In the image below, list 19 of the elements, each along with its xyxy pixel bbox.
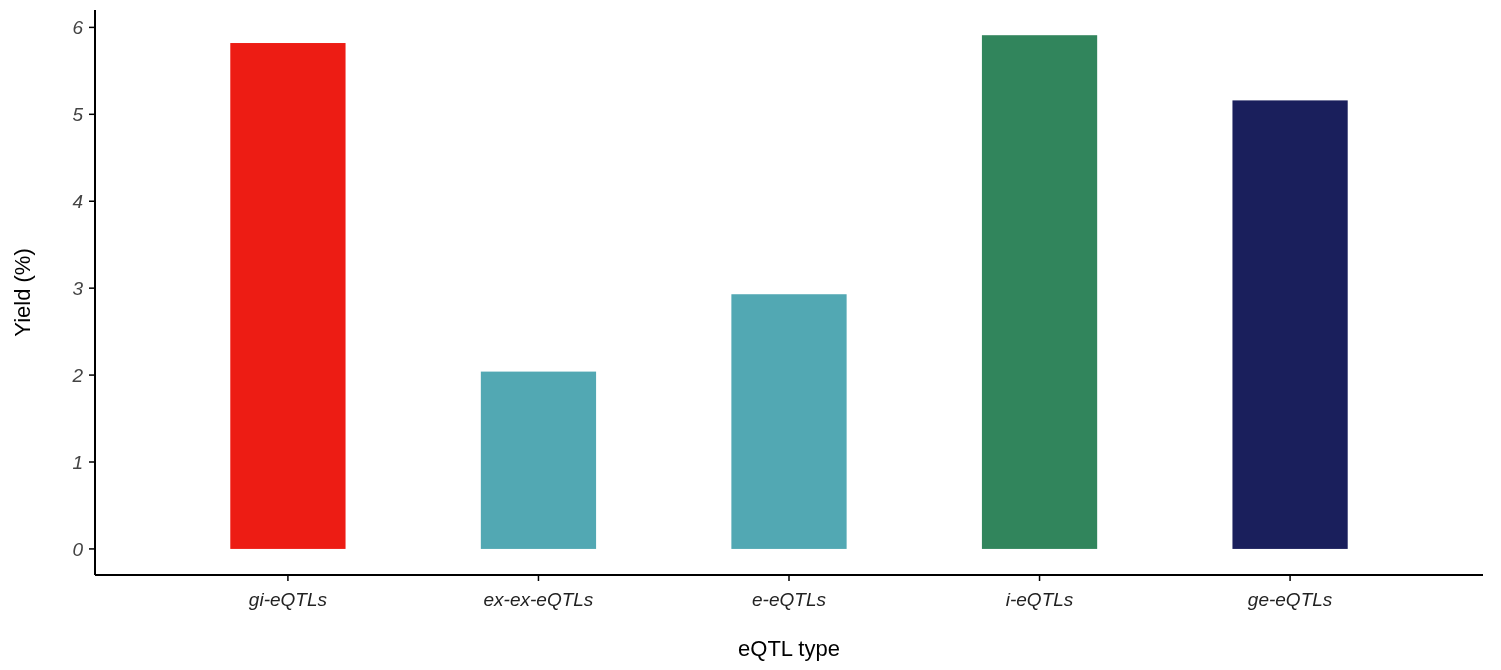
y-tick-label: 4 bbox=[72, 190, 83, 212]
y-tick-label: 0 bbox=[72, 538, 84, 560]
bar bbox=[480, 371, 597, 549]
bar bbox=[981, 35, 1098, 549]
x-tick-label: e-eQTLs bbox=[752, 589, 827, 610]
bar bbox=[1232, 100, 1348, 549]
bar bbox=[230, 43, 346, 549]
y-tick-label: 2 bbox=[71, 364, 84, 386]
y-axis-title: Yield (%) bbox=[10, 248, 35, 337]
x-tick-label: gi-eQTLs bbox=[248, 589, 328, 610]
y-tick-label: 3 bbox=[72, 277, 84, 299]
bar bbox=[731, 294, 847, 549]
y-tick-label: 5 bbox=[72, 103, 84, 125]
x-tick-label: ex-ex-eQTLs bbox=[483, 589, 594, 610]
y-tick-label: 6 bbox=[72, 17, 84, 39]
x-tick-label: i-eQTLs bbox=[1005, 589, 1074, 610]
x-axis-title: eQTL type bbox=[738, 636, 840, 661]
y-tick-label: 1 bbox=[72, 451, 83, 473]
x-tick-label: ge-eQTLs bbox=[1247, 589, 1333, 610]
